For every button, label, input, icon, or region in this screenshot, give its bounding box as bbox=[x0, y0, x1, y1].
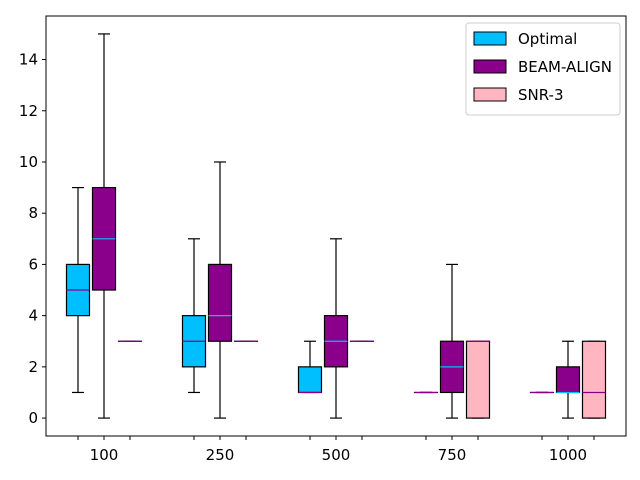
x-tick-label: 500 bbox=[322, 446, 351, 464]
legend-swatch bbox=[473, 87, 507, 102]
plot-frame bbox=[45, 15, 627, 437]
y-tick-label: 0 bbox=[28, 409, 38, 427]
x-tick-label: 250 bbox=[206, 446, 235, 464]
box-iqr bbox=[207, 263, 233, 342]
y-tick-label: 8 bbox=[28, 204, 38, 222]
box-optimal-100 bbox=[65, 186, 91, 394]
box-iqr bbox=[581, 340, 607, 419]
y-tick-label: 10 bbox=[19, 153, 38, 171]
box-iqr bbox=[465, 340, 491, 419]
y-tick-label: 14 bbox=[19, 51, 38, 69]
axes-layer: 0 2 4 6 8 10 12 14 100 250 500 750 1000 bbox=[19, 51, 595, 464]
y-tick-label: 2 bbox=[28, 358, 38, 376]
box-beam-align-250 bbox=[207, 161, 233, 419]
boxes-layer bbox=[65, 33, 607, 419]
box-beam-align-500 bbox=[323, 238, 349, 419]
x-tick-label: 1000 bbox=[549, 446, 587, 464]
box-beam-align-1000 bbox=[555, 340, 581, 419]
x-tick-label: 750 bbox=[438, 446, 467, 464]
y-tick-label: 12 bbox=[19, 102, 38, 120]
legend-label: BEAM-ALIGN bbox=[518, 58, 612, 76]
y-tick-label: 4 bbox=[28, 307, 38, 325]
legend: Optimal BEAM-ALIGN SNR-3 bbox=[465, 22, 621, 116]
box-optimal-500 bbox=[297, 340, 323, 394]
box-iqr bbox=[555, 366, 581, 394]
box-beam-align-750 bbox=[439, 263, 465, 419]
box-optimal-250 bbox=[181, 238, 207, 394]
box-snr-3-1000 bbox=[581, 340, 607, 419]
legend-label: SNR-3 bbox=[518, 86, 564, 104]
x-tick-label: 100 bbox=[90, 446, 119, 464]
box-iqr bbox=[297, 366, 323, 394]
box-snr-3-750 bbox=[465, 340, 491, 419]
box-beam-align-100 bbox=[91, 33, 117, 419]
legend-swatch bbox=[473, 59, 507, 74]
y-tick-label: 6 bbox=[28, 255, 38, 273]
legend-swatch bbox=[473, 31, 507, 46]
legend-label: Optimal bbox=[518, 30, 577, 48]
